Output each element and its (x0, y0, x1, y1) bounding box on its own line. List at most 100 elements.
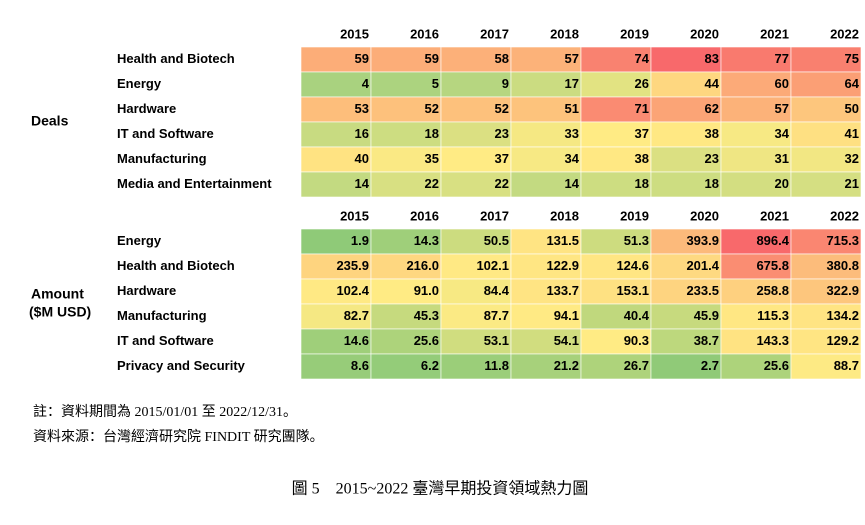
cell-value: 51.3 (624, 233, 649, 248)
heat-cell (440, 228, 512, 255)
heat-cell (790, 253, 862, 280)
cell-value: 115.3 (757, 308, 789, 323)
cell-value: 26.7 (624, 358, 649, 373)
cell-value: 380.8 (826, 258, 859, 273)
heat-cell (720, 278, 792, 305)
cell-value: 9 (502, 76, 509, 91)
cell-value: 124.6 (616, 258, 649, 273)
cell-value: 51 (565, 101, 579, 116)
heat-cell (720, 303, 792, 330)
cell-value: 25.6 (764, 358, 789, 373)
heat-cell (440, 278, 512, 305)
row-label: IT and Software (117, 126, 214, 141)
heat-cell (300, 121, 372, 148)
heat-cell (300, 328, 372, 355)
heat-cell (510, 303, 582, 330)
cell-value: 35 (425, 151, 439, 166)
heat-cell (370, 353, 442, 380)
cell-value: 18 (705, 176, 719, 191)
cell-value: 34 (565, 151, 580, 166)
cell-value: 52 (425, 101, 439, 116)
cell-value: 62 (705, 101, 719, 116)
cell-value: 14.3 (414, 233, 439, 248)
heat-cell (790, 228, 862, 255)
heat-cell (650, 121, 722, 148)
heat-cell (510, 171, 582, 198)
cell-value: 33 (565, 126, 579, 141)
heat-cell (790, 121, 862, 148)
heat-cell (790, 171, 862, 198)
cell-value: 11.8 (484, 358, 509, 373)
cell-value: 57 (565, 51, 579, 66)
cell-value: 22 (495, 176, 509, 191)
heat-cell (300, 228, 372, 255)
heat-cell (300, 171, 372, 198)
cell-value: 52 (495, 101, 509, 116)
heat-cell (440, 303, 512, 330)
cell-value: 40 (355, 151, 369, 166)
column-label: 2016 (410, 208, 439, 223)
column-label: 2022 (830, 208, 859, 223)
heat-cell (440, 353, 512, 380)
cell-value: 71 (635, 101, 649, 116)
cell-value: 21.2 (554, 358, 579, 373)
cell-value: 322.9 (826, 283, 859, 298)
cell-value: 84.4 (484, 283, 510, 298)
cell-value: 38 (705, 126, 719, 141)
cell-value: 122.9 (546, 258, 579, 273)
column-label: 2020 (690, 26, 719, 41)
column-label: 2016 (410, 26, 439, 41)
heat-cell (650, 46, 722, 73)
cell-value: 14 (355, 176, 370, 191)
cell-value: 20 (775, 176, 789, 191)
cell-value: 26 (635, 76, 649, 91)
heat-cell (370, 46, 442, 73)
column-label: 2018 (550, 26, 579, 41)
heat-cell (650, 171, 722, 198)
cell-value: 16 (355, 126, 369, 141)
heat-cell (650, 353, 722, 380)
cell-value: 50.5 (484, 233, 509, 248)
group-label: Amount (31, 286, 84, 302)
cell-value: 83 (705, 51, 719, 66)
cell-value: 102.1 (476, 258, 509, 273)
cell-value: 40.4 (624, 308, 650, 323)
heat-cell (650, 328, 722, 355)
cell-value: 74 (635, 51, 650, 66)
cell-value: 50 (845, 101, 859, 116)
cell-value: 102.4 (336, 283, 369, 298)
column-label: 2015 (340, 26, 369, 41)
row-label: Manufacturing (117, 151, 207, 166)
cell-value: 715.3 (826, 233, 859, 248)
heat-cell (370, 328, 442, 355)
column-label: 2019 (620, 208, 649, 223)
column-label: 2020 (690, 208, 719, 223)
heat-cell (580, 278, 652, 305)
row-label: IT and Software (117, 333, 214, 348)
cell-value: 21 (845, 176, 859, 191)
heat-cell (510, 328, 582, 355)
cell-value: 235.9 (336, 258, 369, 273)
heat-cell (720, 146, 792, 173)
cell-value: 143.3 (756, 333, 789, 348)
heat-cell (370, 71, 442, 98)
cell-value: 896.4 (756, 233, 789, 248)
cell-value: 77 (775, 51, 789, 66)
heat-cell (650, 228, 722, 255)
heat-cell (790, 96, 862, 123)
cell-value: 23 (705, 151, 719, 166)
heat-cell (580, 328, 652, 355)
cell-value: 258.8 (756, 283, 789, 298)
cell-value: 131.5 (546, 233, 579, 248)
heat-cell (300, 46, 372, 73)
cell-value: 53.1 (484, 333, 509, 348)
cell-value: 38 (635, 151, 649, 166)
cell-value: 17 (565, 76, 579, 91)
heat-cell (720, 328, 792, 355)
cell-value: 90.3 (624, 333, 649, 348)
cell-value: 87.7 (484, 308, 509, 323)
heat-cell (510, 96, 582, 123)
cell-value: 32 (845, 151, 859, 166)
cell-value: 91.0 (414, 283, 439, 298)
cell-value: 41 (845, 126, 859, 141)
